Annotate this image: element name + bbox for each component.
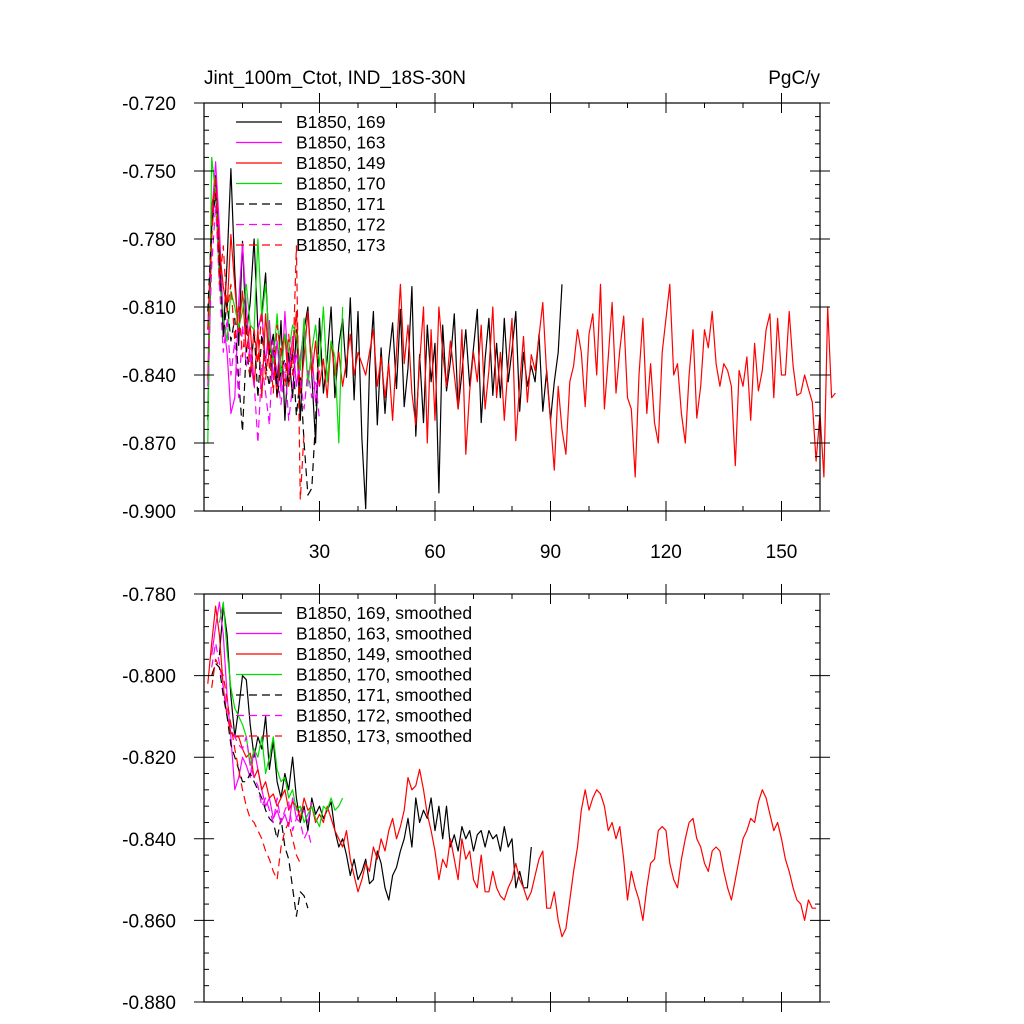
legend-label-2: B1850, 163, smoothed — [296, 624, 472, 644]
series-line-4 — [218, 601, 344, 828]
legend-label-6: B1850, 172 — [296, 215, 386, 235]
x-tick-label: 150 — [766, 542, 798, 563]
legend-label-7: B1850, 173, smoothed — [296, 726, 472, 746]
series-line-3 — [207, 186, 836, 478]
y-tick-label: -0.780 — [122, 585, 176, 606]
y-tick-label: -0.800 — [122, 667, 176, 688]
legend-label-4: B1850, 170 — [296, 174, 386, 194]
series-line-7 — [211, 658, 301, 881]
series-group — [207, 601, 817, 938]
series-line-5 — [211, 662, 309, 917]
series-line-2 — [207, 161, 321, 415]
chart-title-left: Jint_100m_Ctot, IND_18S-30N — [204, 68, 466, 89]
legend-label-6: B1850, 172, smoothed — [296, 706, 472, 726]
legend-label-1: B1850, 169, smoothed — [296, 603, 472, 623]
legend-label-3: B1850, 149, smoothed — [296, 644, 472, 664]
x-tick-label: 120 — [650, 542, 682, 563]
chart-panel-1: Jint_100m_Ctot, IND_18S-30N PgC/y 30 60 90 12… — [122, 68, 836, 563]
y-tick-label: -0.880 — [122, 993, 176, 1014]
y-tick-label: -0.870 — [122, 434, 176, 455]
legend-label-5: B1850, 171, smoothed — [296, 685, 472, 705]
series-line-6 — [211, 642, 313, 848]
legend-label-4: B1850, 170, smoothed — [296, 665, 472, 685]
y-tick-label: -0.900 — [122, 502, 176, 523]
y-tick-label: -0.750 — [122, 162, 176, 183]
y-tick-label: -0.780 — [122, 230, 176, 251]
chart-title-right: PgC/y — [768, 68, 820, 89]
legend-label-3: B1850, 149 — [296, 153, 386, 173]
series-group — [207, 156, 836, 510]
y-tick-label: -0.840 — [122, 830, 176, 851]
y-tick-label: -0.820 — [122, 748, 176, 769]
x-tick-label: 90 — [540, 542, 561, 563]
legend-label-1: B1850, 169 — [296, 112, 386, 132]
legend-label-2: B1850, 163 — [296, 133, 386, 153]
legend-label-5: B1850, 171 — [296, 194, 386, 214]
legend-label-7: B1850, 173 — [296, 235, 386, 255]
series-line-6 — [207, 204, 321, 444]
series-line-3 — [207, 605, 817, 938]
series-line-7 — [207, 174, 305, 501]
y-tick-label: -0.720 — [122, 94, 176, 115]
chart-panel-2: -0.780 -0.800 -0.820 -0.840 -0.860 -0.880 B185… — [122, 584, 830, 1014]
y-tick-label: -0.860 — [122, 911, 176, 932]
series-line-4 — [207, 156, 344, 444]
y-tick-label: -0.810 — [122, 298, 176, 319]
y-tick-label: -0.840 — [122, 366, 176, 387]
x-tick-label: 60 — [424, 542, 445, 563]
x-tick-label: 30 — [309, 542, 330, 563]
series-line-1 — [218, 605, 532, 901]
